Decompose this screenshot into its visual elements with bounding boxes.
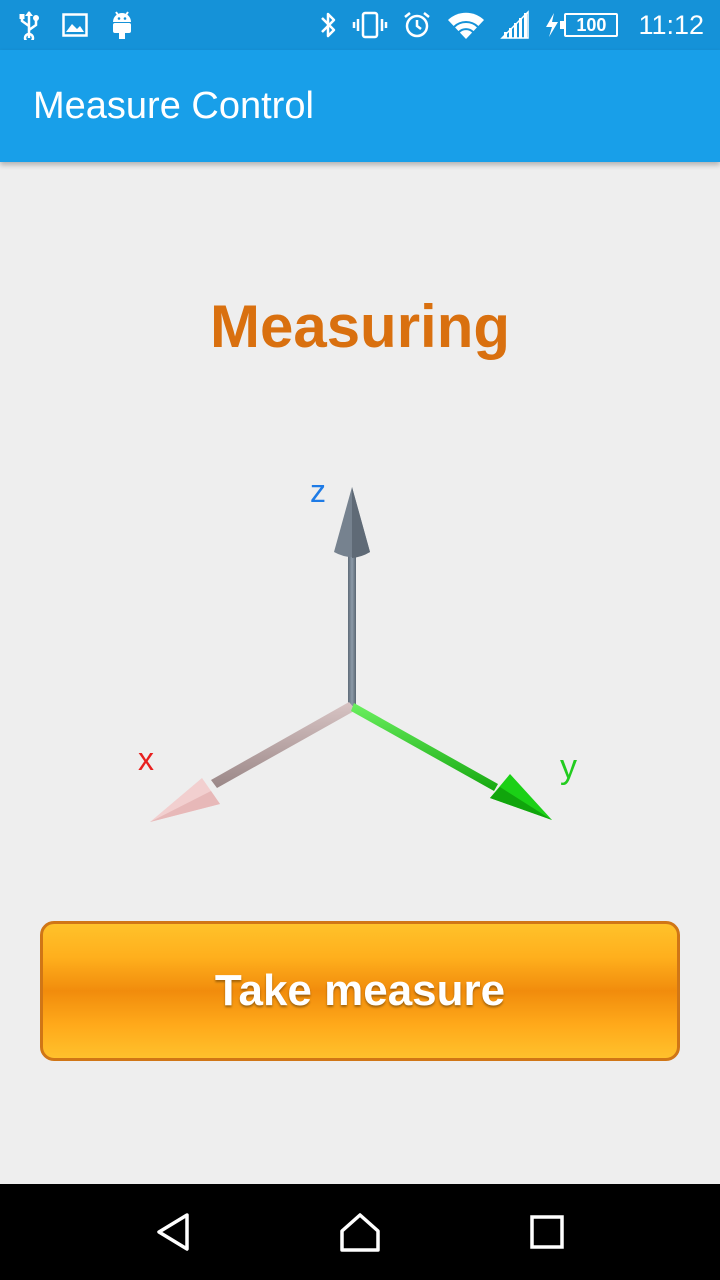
recents-button[interactable]	[507, 1192, 587, 1272]
battery-level: 100	[576, 14, 607, 35]
system-icons: 100 11:12	[318, 10, 704, 41]
cell-signal-icon	[500, 10, 530, 40]
usb-icon	[18, 10, 40, 40]
battery-icon: 100	[560, 13, 619, 37]
app-bar: Measure Control	[0, 50, 720, 162]
back-icon	[157, 1213, 190, 1251]
z-axis-arrow	[334, 487, 370, 706]
measuring-status: Measuring	[209, 293, 511, 360]
navigation-bar	[0, 1184, 720, 1280]
app-title: Measure Control	[33, 84, 314, 127]
vibrate-icon	[352, 10, 388, 40]
back-button[interactable]	[133, 1192, 213, 1272]
status-bar: 100 11:12	[0, 0, 720, 50]
notification-icons	[18, 10, 318, 40]
android-icon	[110, 10, 134, 40]
image-icon	[62, 13, 88, 37]
charging-icon	[544, 12, 560, 38]
alarm-icon	[402, 10, 432, 40]
status-clock: 11:12	[638, 9, 704, 40]
z-axis-label: z	[310, 473, 326, 509]
bluetooth-icon	[318, 10, 338, 40]
x-axis-arrow	[150, 702, 356, 822]
y-axis-arrow	[351, 703, 552, 820]
home-button[interactable]	[320, 1192, 400, 1272]
take-measure-button[interactable]: Take measure	[40, 921, 680, 1061]
wifi-icon	[446, 10, 486, 40]
y-axis-label: y	[560, 748, 577, 786]
battery-indicator: 100	[544, 12, 619, 38]
x-axis-label: x	[138, 741, 154, 777]
axes-diagram: z x y	[138, 473, 577, 822]
recents-icon	[529, 1215, 564, 1249]
home-icon	[340, 1213, 380, 1252]
